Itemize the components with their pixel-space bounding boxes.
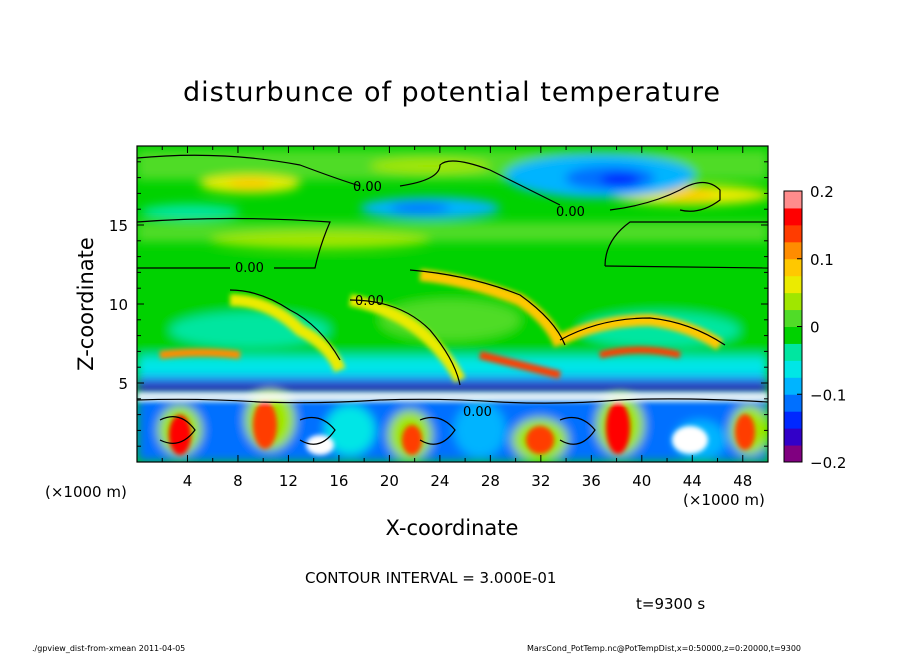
x-unit-right: (×1000 m) [683,491,765,509]
colorbar-segment [784,394,802,412]
colorbar-segment [784,207,802,226]
x-tick-label: 20 [380,472,399,490]
x-unit-left: (×1000 m) [45,483,127,501]
x-tick-label: 16 [329,472,348,490]
x-tick-label: 44 [683,472,702,490]
contour-interval: CONTOUR INTERVAL = 3.000E-01 [305,569,556,587]
y-axis: 5 10 15 [109,161,768,447]
colorbar [784,191,802,463]
colorbar-segment [784,275,802,294]
x-axis-label: X-coordinate [386,516,519,540]
x-tick-label: 40 [632,472,651,490]
contour-lines [137,154,768,445]
colorbar-segment [784,445,802,463]
contour-labels: 0.00 0.00 0.00 0.00 0.00 [235,180,585,420]
colorbar-segment [784,191,802,209]
colorbar-segment [784,241,802,260]
colorbar-tick-label: 0.1 [810,251,834,269]
time-label: t=9300 s [636,595,705,613]
y-axis-label: Z-coordinate [74,237,98,371]
x-tick-label: 36 [582,472,601,490]
colorbar-segment [784,377,802,395]
x-tick-label: 24 [430,472,449,490]
contour-label: 0.00 [556,205,585,220]
x-axis: 4 8 12 16 20 24 28 32 36 40 44 48 [161,146,752,490]
y-tick-label: 10 [109,296,128,314]
footer-right-note: MarsCond_PotTemp.nc@PotTempDist,x=0:5000… [527,644,801,653]
heatmap-field [137,146,768,462]
x-tick-label: 12 [279,472,298,490]
colorbar-segment [784,343,802,361]
colorbar-segment [784,292,802,311]
x-tick-label: 8 [233,472,243,490]
colorbar-segment [784,224,802,243]
x-tick-label: 28 [481,472,500,490]
contour-label: 0.00 [463,405,492,420]
colorbar-segment [784,326,802,344]
contour-label: 0.00 [353,180,382,195]
x-tick-label: 32 [531,472,550,490]
contour-label: 0.00 [235,261,264,276]
colorbar-tick-label: −0.2 [810,454,846,472]
colorbar-segment [784,428,802,446]
x-tick-label: 4 [183,472,193,490]
chart-title: disturbunce of potential temperature [183,77,721,108]
y-tick-label: 15 [109,217,128,235]
contour-label: 0.00 [355,294,384,309]
y-tick-label: 5 [118,375,128,393]
colorbar-segment [784,411,802,429]
colorbar-segment [784,309,802,327]
colorbar-tick-label: −0.1 [810,386,846,404]
colorbar-tick-label: 0 [810,319,820,337]
colorbar-tick-label: 0.2 [810,183,834,201]
colorbar-ticks: 0.2 0.1 0 −0.1 −0.2 [797,183,846,472]
colorbar-segment [784,258,802,277]
x-tick-label: 48 [733,472,752,490]
colorbar-segment [784,360,802,378]
footer-left-note: ./gpview_dist-from-xmean 2011-04-05 [32,644,185,653]
